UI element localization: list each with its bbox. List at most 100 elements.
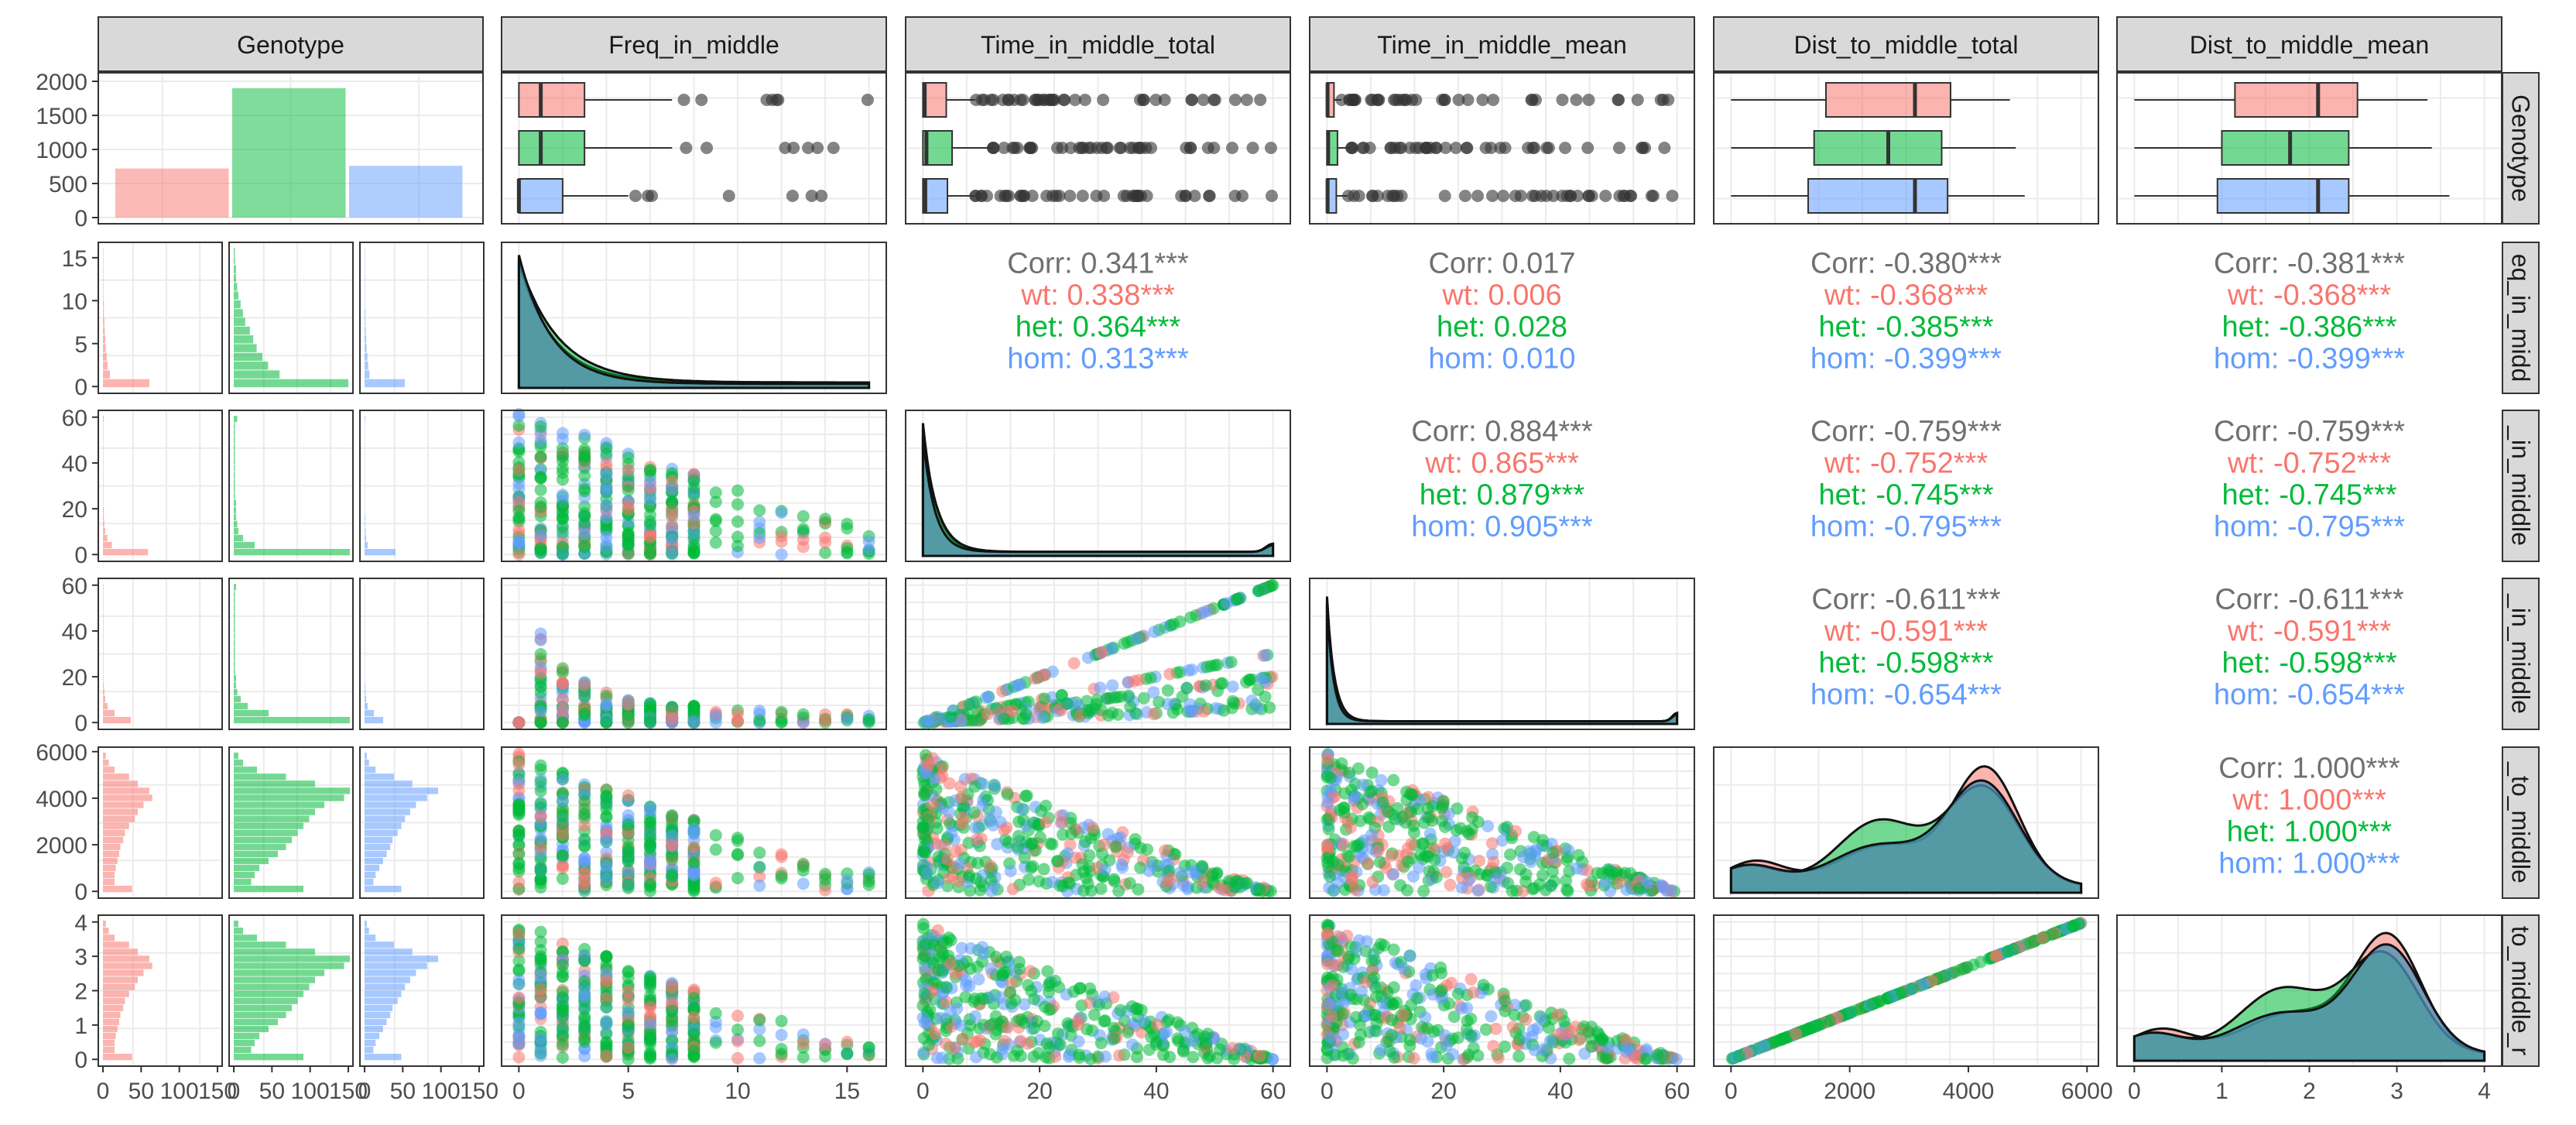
- outlier: [970, 94, 983, 106]
- point-hom: [1064, 1048, 1077, 1061]
- point-het: [1561, 885, 1574, 897]
- point-het: [2007, 942, 2020, 955]
- point-hom: [930, 1051, 944, 1065]
- point-wt: [1346, 869, 1359, 882]
- point-het: [928, 938, 941, 952]
- outlier: [1582, 94, 1595, 106]
- hist-bar-wt: [103, 767, 115, 773]
- column-strip: [98, 16, 484, 72]
- point-het: [556, 666, 569, 679]
- point-het: [1466, 822, 1478, 835]
- point-hom: [600, 1017, 613, 1031]
- point-wt: [512, 496, 526, 509]
- point-het: [1011, 1044, 1024, 1058]
- point-het: [578, 510, 591, 523]
- point-hom: [1355, 985, 1368, 998]
- outlier: [1135, 142, 1148, 154]
- y-tick-label: 4: [74, 911, 87, 936]
- point-het: [1200, 1037, 1213, 1050]
- point-hom: [1146, 859, 1160, 873]
- point-wt: [1132, 674, 1146, 687]
- point-hom: [600, 872, 613, 885]
- panel-frame: [228, 578, 354, 730]
- point-hom: [982, 690, 995, 703]
- point-wt: [1489, 1022, 1502, 1035]
- outlier: [1265, 190, 1278, 202]
- point-het: [1144, 671, 1157, 684]
- point-het: [984, 1019, 997, 1032]
- hist-bar-wt: [103, 416, 104, 423]
- hist-bar-het: [234, 753, 238, 760]
- point-hom: [1531, 1021, 1544, 1034]
- column-strip-label: Time_in_middle_mean: [1377, 31, 1627, 59]
- point-het: [1009, 993, 1022, 1007]
- outlier: [1631, 94, 1644, 106]
- point-hom: [1665, 883, 1677, 897]
- point-wt: [622, 994, 635, 1007]
- point-het: [1322, 823, 1335, 835]
- point-wt: [556, 828, 569, 842]
- hist-bar-wt: [103, 942, 129, 948]
- outlier: [1399, 94, 1413, 106]
- point-het: [1596, 866, 1608, 880]
- point-hom: [1447, 846, 1461, 859]
- hist-bar-het: [234, 885, 303, 893]
- hist-bar-hom: [365, 335, 367, 344]
- point-het: [796, 1051, 810, 1064]
- point-het: [534, 797, 547, 811]
- outlier: [1097, 94, 1110, 106]
- point-het: [1321, 813, 1334, 826]
- point-het: [1001, 788, 1014, 801]
- hist-bar-het: [234, 976, 315, 983]
- outlier: [1175, 190, 1188, 202]
- point-het: [1041, 965, 1054, 978]
- point-het: [753, 1014, 766, 1027]
- point-hom: [687, 715, 701, 729]
- hist-bar-hom: [365, 1011, 391, 1018]
- point-het: [1639, 1052, 1652, 1065]
- outlier: [1246, 142, 1259, 154]
- outlier: [1225, 142, 1238, 154]
- point-het: [1458, 846, 1471, 859]
- outlier: [1064, 190, 1077, 202]
- hist-bar-hom: [365, 850, 387, 858]
- point-hom: [1245, 695, 1259, 707]
- hist-bar-wt: [103, 265, 104, 274]
- hist-bar-het: [234, 829, 298, 836]
- point-het: [666, 496, 679, 509]
- point-het: [1546, 865, 1559, 878]
- point-wt: [753, 870, 766, 883]
- point-wt: [931, 924, 944, 937]
- point-het: [1403, 1039, 1416, 1052]
- hist-bar-wt: [103, 997, 125, 1004]
- hist-bar-hom: [365, 344, 367, 352]
- hist-bar-wt: [103, 681, 104, 689]
- point-hom: [666, 482, 679, 496]
- hist-bar-wt: [103, 619, 104, 626]
- point-het: [1000, 950, 1013, 963]
- point-het: [1051, 855, 1064, 868]
- y-tick-label: 0: [74, 880, 87, 905]
- point-wt: [955, 791, 968, 804]
- point-het: [1365, 767, 1379, 779]
- point-het: [1025, 861, 1038, 874]
- hist-bar-wt: [103, 843, 121, 850]
- outlier: [1581, 142, 1595, 154]
- density-hom: [921, 436, 1275, 557]
- hist-bar-wt: [103, 760, 109, 767]
- point-het: [916, 917, 930, 931]
- hist-bar-het: [234, 647, 235, 653]
- hist-bar-het: [234, 878, 252, 886]
- hist-bar-het: [234, 702, 248, 710]
- point-hom: [964, 942, 978, 955]
- outlier: [701, 142, 714, 154]
- hist-bar-het: [234, 379, 348, 388]
- hist-bar-het: [234, 499, 236, 506]
- point-wt: [1321, 927, 1334, 940]
- point-hom: [1620, 883, 1633, 897]
- point-wt: [1456, 872, 1469, 884]
- point-wt: [775, 850, 788, 863]
- hist-bar-het: [234, 1032, 259, 1040]
- point-hom: [994, 991, 1007, 1004]
- point-het: [731, 498, 744, 511]
